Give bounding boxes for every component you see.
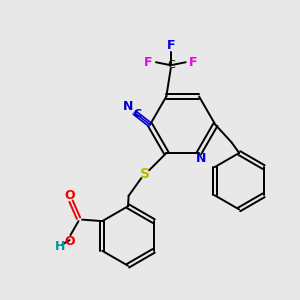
Text: O: O [64, 235, 75, 248]
Text: F: F [144, 56, 153, 69]
Text: N: N [123, 100, 133, 113]
Text: S: S [140, 167, 150, 182]
Text: C: C [134, 109, 142, 119]
Text: N: N [196, 152, 207, 165]
Text: F: F [167, 39, 175, 52]
Text: F: F [189, 56, 197, 69]
Text: O: O [64, 189, 75, 203]
Text: C: C [167, 60, 175, 70]
Text: H: H [55, 240, 65, 253]
